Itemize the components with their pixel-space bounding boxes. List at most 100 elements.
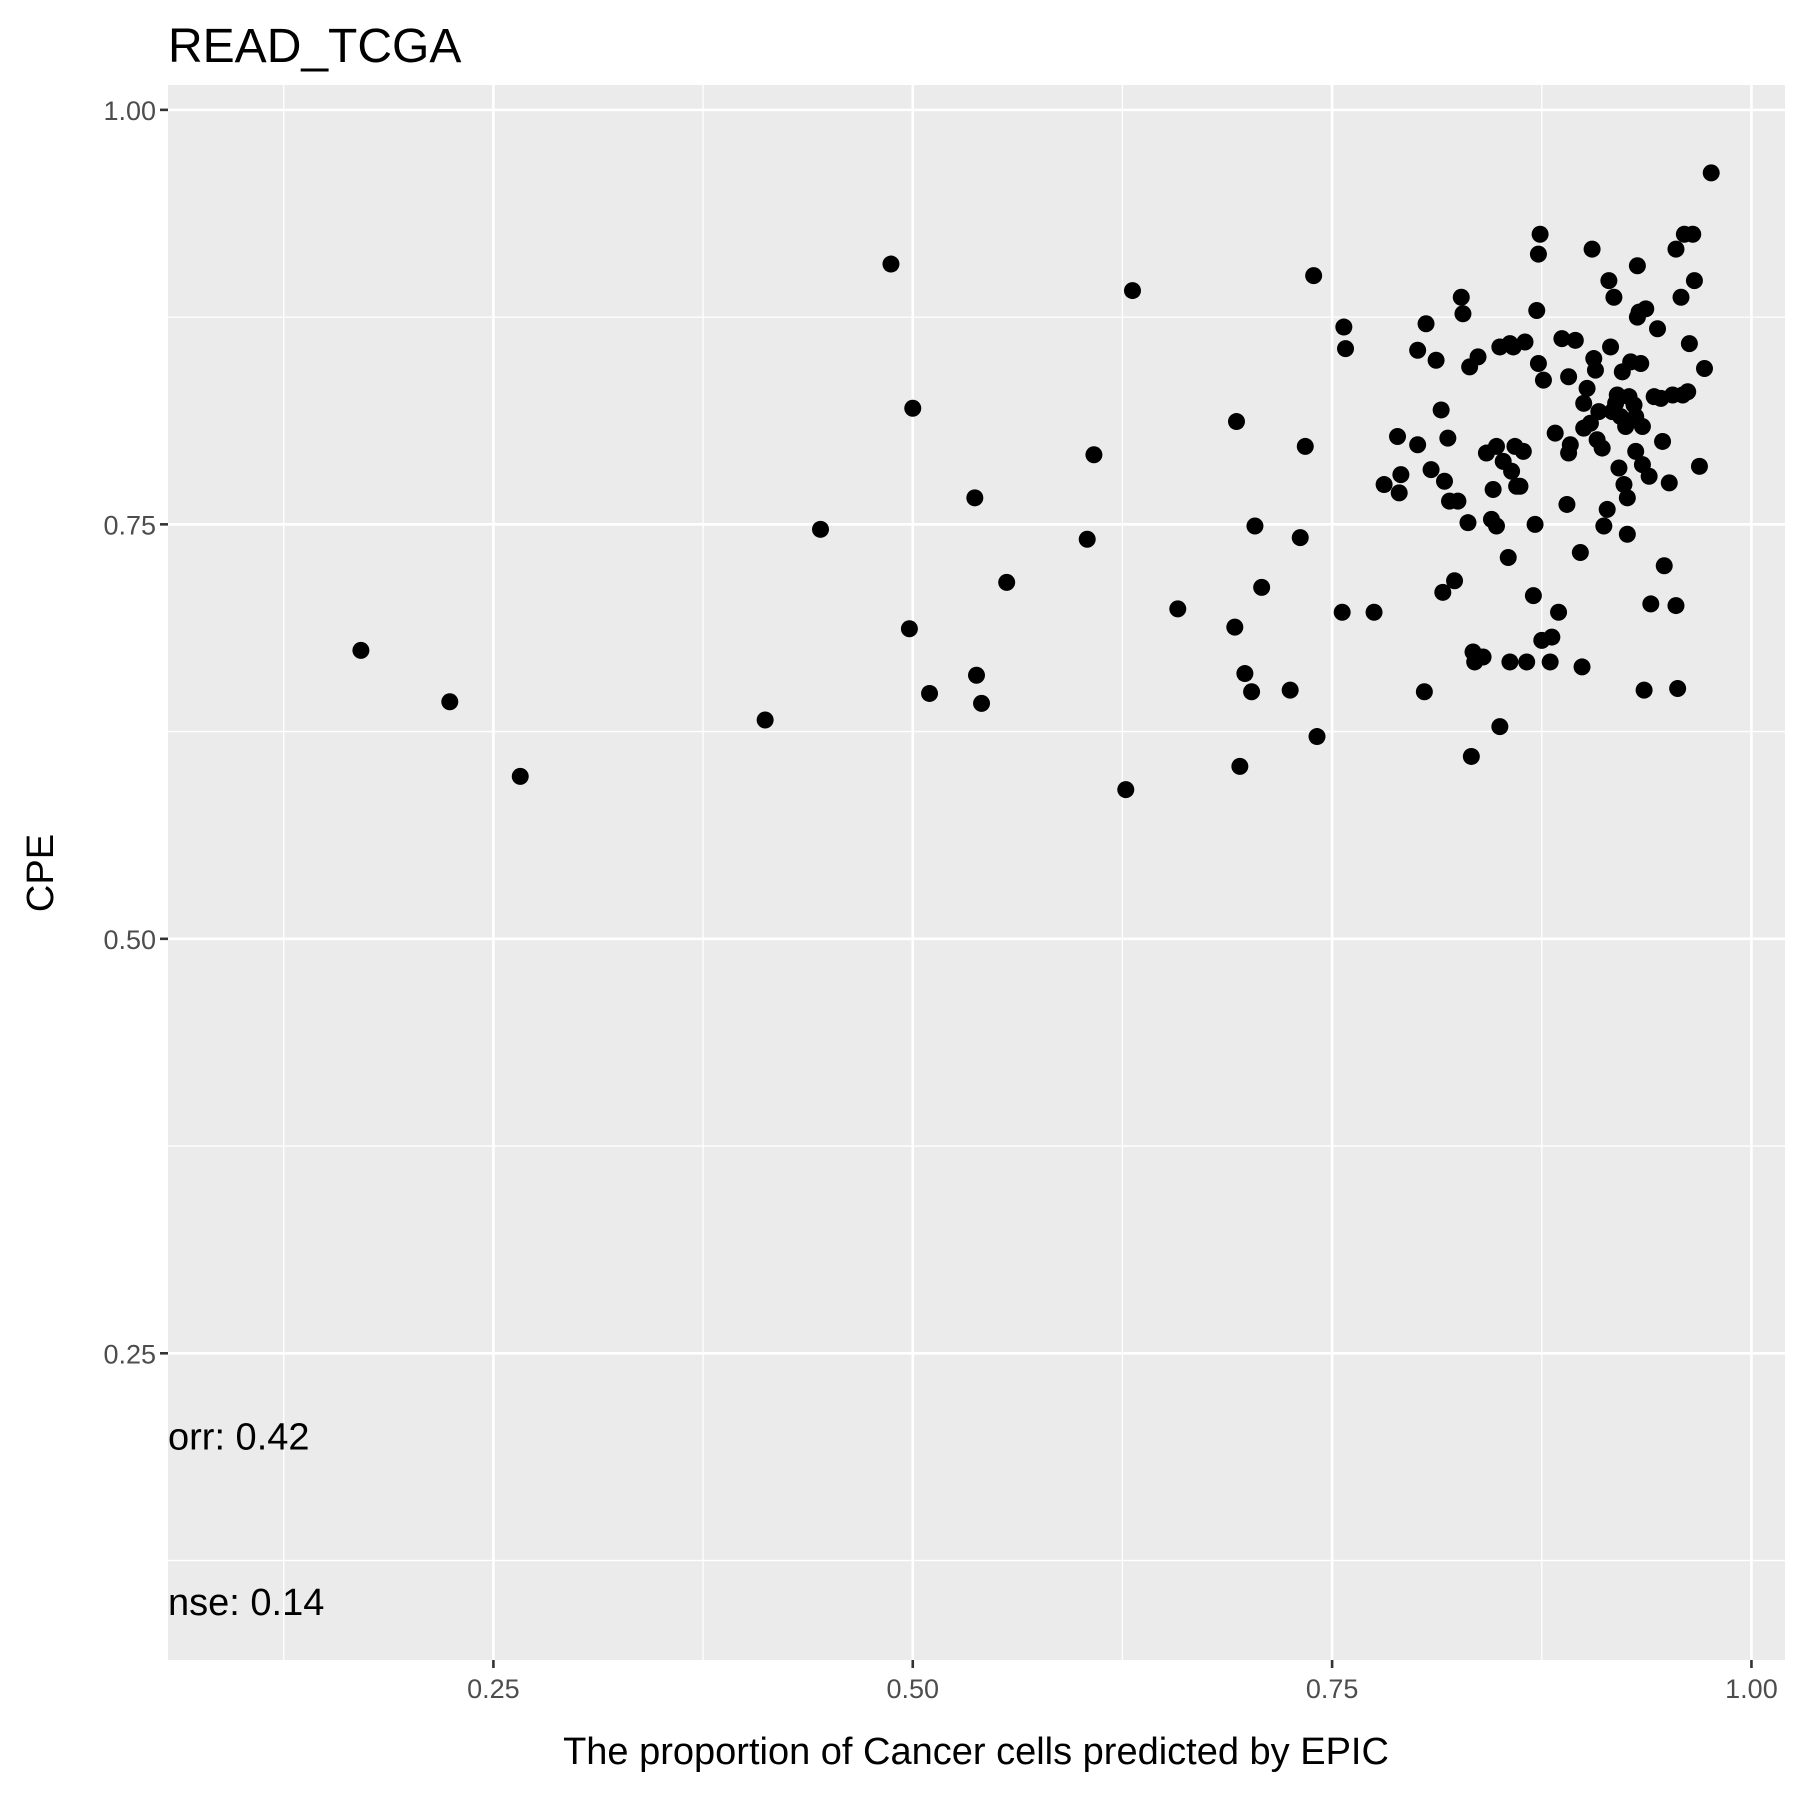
data-point (1586, 361, 1604, 379)
data-point (1169, 600, 1187, 618)
data-point (1499, 549, 1517, 566)
x-tick-label: 0.50 (886, 1674, 939, 1704)
data-point (1669, 679, 1687, 697)
data-point (1615, 476, 1633, 494)
data-point (1642, 595, 1660, 613)
data-point (1296, 437, 1314, 455)
y-tick-label: 1.00 (103, 96, 156, 126)
data-point (1627, 442, 1645, 460)
data-point (1566, 331, 1584, 349)
data-point (1667, 597, 1685, 615)
data-point (1422, 461, 1440, 479)
data-point (1573, 658, 1591, 676)
data-point (1610, 459, 1628, 477)
data-point (1078, 530, 1096, 548)
data-point (1514, 442, 1532, 460)
data-point (1684, 225, 1702, 243)
data-point (1575, 394, 1593, 412)
data-point (1655, 557, 1673, 575)
data-point (1389, 427, 1407, 445)
data-point (1654, 432, 1672, 450)
data-point (1417, 315, 1435, 333)
data-point (1487, 517, 1505, 535)
data-point (1375, 476, 1393, 494)
y-axis-title: CPE (20, 834, 62, 912)
data-point (1459, 514, 1477, 532)
data-point (1605, 288, 1623, 306)
data-point (1452, 288, 1470, 306)
data-points (352, 164, 1720, 799)
data-point (1528, 301, 1546, 319)
data-point (1123, 282, 1141, 300)
data-point (1305, 267, 1323, 285)
data-point (1561, 436, 1579, 454)
data-point (1593, 439, 1611, 457)
data-point (1595, 517, 1613, 535)
data-point (1333, 603, 1351, 621)
data-point (1618, 525, 1636, 543)
major-gridlines (168, 85, 1785, 1660)
data-point (1526, 515, 1544, 533)
data-point (1685, 272, 1703, 290)
data-point (1484, 481, 1502, 499)
data-point (1432, 401, 1450, 419)
y-tick-label: 0.50 (103, 925, 156, 955)
x-tick-label: 0.25 (467, 1674, 520, 1704)
data-point (1516, 333, 1534, 351)
data-point (1602, 338, 1620, 356)
data-point (1598, 500, 1616, 518)
data-point (1449, 492, 1467, 510)
data-point (1640, 467, 1658, 485)
data-point (1529, 355, 1547, 373)
data-point (1454, 305, 1472, 323)
data-point (1637, 300, 1655, 318)
data-point (1550, 603, 1568, 621)
data-point (1409, 341, 1427, 359)
data-point (1667, 240, 1685, 258)
data-point (1281, 681, 1299, 699)
data-point (1501, 653, 1519, 671)
data-point (921, 684, 939, 702)
data-point (1226, 618, 1244, 636)
data-point (882, 255, 900, 273)
data-point (1487, 437, 1505, 455)
data-point (1474, 648, 1492, 666)
data-point (1409, 436, 1427, 454)
data-point (998, 573, 1016, 591)
data-point (1518, 653, 1536, 671)
data-point (1534, 371, 1552, 389)
chart-title: READ_TCGA (168, 20, 461, 73)
data-point (1511, 477, 1529, 495)
data-point (812, 520, 830, 538)
data-point (1435, 472, 1453, 490)
data-point (1335, 318, 1353, 336)
data-point (1660, 474, 1678, 492)
data-point (1246, 517, 1264, 535)
y-axis: 0.25 0.50 0.75 1.00 (103, 96, 168, 1369)
data-point (1491, 718, 1509, 736)
y-tick-label: 0.75 (103, 510, 156, 540)
annotation-text: orr: 0.42 (168, 1416, 310, 1458)
data-point (1231, 757, 1249, 775)
data-point (1308, 728, 1326, 746)
data-point (1253, 578, 1271, 596)
data-point (1446, 572, 1464, 590)
annotations: orr: 0.42 nse: 0.14 (168, 1416, 324, 1624)
data-point (1434, 583, 1452, 601)
data-point (1672, 288, 1690, 306)
data-point (1462, 747, 1480, 765)
data-point (1392, 466, 1410, 484)
data-point (1649, 320, 1667, 338)
data-point (1415, 683, 1433, 701)
data-point (1439, 429, 1457, 447)
data-point (1583, 240, 1601, 258)
data-point (1680, 335, 1698, 353)
data-point (966, 489, 984, 507)
data-point (1618, 489, 1636, 507)
data-point (1702, 164, 1720, 182)
annotation-text: nse: 0.14 (168, 1582, 324, 1624)
data-point (1560, 368, 1578, 386)
x-axis: 0.25 0.50 0.75 1.00 (467, 1660, 1778, 1704)
data-point (1578, 379, 1596, 397)
